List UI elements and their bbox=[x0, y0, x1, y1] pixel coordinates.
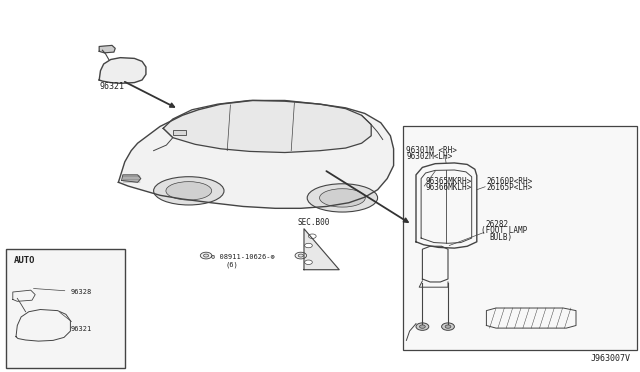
Text: 96366MKLH>: 96366MKLH> bbox=[426, 183, 472, 192]
Bar bbox=[6, 249, 125, 368]
Polygon shape bbox=[422, 246, 448, 282]
Text: ⊙ 08911-10626-⊗: ⊙ 08911-10626-⊗ bbox=[211, 254, 275, 260]
Polygon shape bbox=[304, 229, 339, 270]
Polygon shape bbox=[16, 310, 70, 341]
Text: BULB): BULB) bbox=[489, 232, 512, 241]
Ellipse shape bbox=[154, 177, 224, 205]
Text: 26160P<RH>: 26160P<RH> bbox=[486, 177, 532, 186]
Text: 96301M <RH>: 96301M <RH> bbox=[406, 145, 457, 154]
Text: 96365MKRH>: 96365MKRH> bbox=[426, 177, 472, 186]
Circle shape bbox=[445, 325, 451, 328]
Polygon shape bbox=[421, 170, 472, 243]
Text: J963007V: J963007V bbox=[590, 354, 630, 363]
Text: 96321: 96321 bbox=[99, 82, 125, 91]
Circle shape bbox=[442, 323, 454, 330]
Polygon shape bbox=[486, 308, 576, 328]
Polygon shape bbox=[122, 175, 141, 182]
Ellipse shape bbox=[319, 189, 365, 207]
Polygon shape bbox=[416, 163, 477, 248]
Text: 96321: 96321 bbox=[60, 312, 92, 332]
Polygon shape bbox=[99, 58, 146, 83]
Circle shape bbox=[416, 323, 429, 330]
Circle shape bbox=[298, 254, 303, 257]
Text: 26165P<LH>: 26165P<LH> bbox=[486, 183, 532, 192]
Circle shape bbox=[420, 325, 426, 328]
Text: AUTO: AUTO bbox=[14, 256, 36, 265]
Text: 96302M<LH>: 96302M<LH> bbox=[406, 152, 452, 161]
Ellipse shape bbox=[307, 184, 378, 212]
Text: 96328: 96328 bbox=[33, 289, 92, 295]
Text: (FOOT LAMP: (FOOT LAMP bbox=[481, 226, 527, 235]
Text: 26282: 26282 bbox=[485, 220, 508, 229]
Bar bbox=[403, 126, 637, 350]
Circle shape bbox=[295, 252, 307, 259]
Bar bbox=[173, 130, 186, 135]
Text: SEC.B00: SEC.B00 bbox=[298, 218, 330, 227]
Polygon shape bbox=[99, 45, 115, 53]
Ellipse shape bbox=[166, 182, 212, 200]
Circle shape bbox=[200, 252, 212, 259]
Circle shape bbox=[305, 260, 312, 264]
Circle shape bbox=[204, 254, 209, 257]
Polygon shape bbox=[163, 100, 371, 153]
Text: (6): (6) bbox=[225, 262, 238, 268]
Polygon shape bbox=[13, 290, 35, 301]
Circle shape bbox=[308, 234, 316, 238]
Circle shape bbox=[305, 243, 312, 248]
Polygon shape bbox=[118, 100, 394, 208]
